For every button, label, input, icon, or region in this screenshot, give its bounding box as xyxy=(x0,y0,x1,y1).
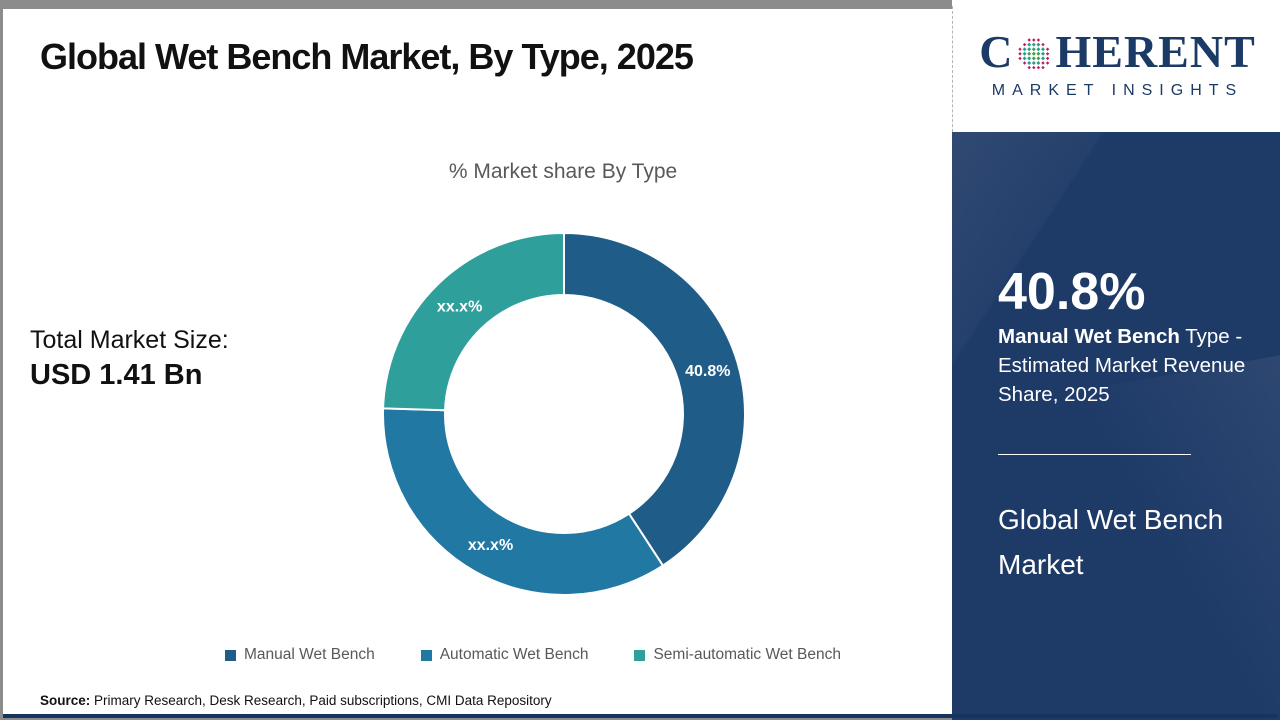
sidebar-dashed-divider xyxy=(952,6,953,132)
top-border-strip xyxy=(3,0,952,9)
total-market-value: USD 1.41 Bn xyxy=(30,359,203,391)
globe-dot xyxy=(1023,42,1027,47)
globe-dot xyxy=(1046,47,1050,51)
legend-label: Semi-automatic Wet Bench xyxy=(653,646,841,663)
globe-dot xyxy=(1032,47,1037,52)
sidebar-panel: 40.8% Manual Wet Bench Type - Estimated … xyxy=(952,132,1280,720)
globe-dot xyxy=(1036,51,1041,56)
legend-item: Automatic Wet Bench xyxy=(420,646,589,664)
donut-chart: 40.8% xx.x% xx.x% xyxy=(382,231,746,596)
globe-dot xyxy=(1036,42,1041,47)
globe-dot xyxy=(1018,52,1023,56)
legend-label: Manual Wet Bench xyxy=(244,646,375,663)
globe-dot xyxy=(1027,47,1032,52)
globe-icon xyxy=(1018,38,1050,70)
source-label: Source: xyxy=(40,693,91,708)
logo-text-c: C xyxy=(979,26,1014,77)
globe-dot xyxy=(1036,47,1041,52)
coherent-logo: C HERENT MARKET INSIGHTS xyxy=(952,24,1280,124)
legend-swatch xyxy=(225,649,237,661)
globe-dot xyxy=(1037,65,1041,70)
chart-title: % Market share By Type xyxy=(448,160,678,183)
globe-dot xyxy=(1027,65,1032,70)
globe-dot xyxy=(1032,51,1037,56)
total-market-label: Total Market Size: xyxy=(30,326,229,354)
page-title: Global Wet Bench Market, By Type, 2025 xyxy=(40,36,694,77)
bottom-border-line xyxy=(3,714,1278,718)
legend-label: Automatic Wet Bench xyxy=(439,646,589,663)
globe-dot xyxy=(1041,61,1046,65)
globe-dot xyxy=(1027,56,1032,61)
donut-slice xyxy=(563,231,746,567)
globe-dot xyxy=(1023,47,1028,52)
globe-dot xyxy=(1041,42,1046,47)
globe-dot xyxy=(1027,61,1032,65)
globe-dot xyxy=(1041,47,1046,52)
logo-text-rest: HERENT xyxy=(1055,26,1256,77)
panel-divider xyxy=(998,454,1191,455)
donut-slice xyxy=(382,231,565,412)
globe-dot xyxy=(1023,51,1028,56)
globe-dot xyxy=(1041,65,1046,70)
globe-dot xyxy=(1037,38,1041,42)
globe-dot xyxy=(1046,52,1050,56)
donut-slice-label: 40.8% xyxy=(685,363,730,380)
globe-dot xyxy=(1023,61,1027,65)
globe-dot xyxy=(1027,51,1032,56)
globe-dot xyxy=(1032,61,1037,65)
globe-dot xyxy=(1032,65,1036,70)
legend-item: Manual Wet Bench xyxy=(225,646,375,664)
globe-dot xyxy=(1023,56,1028,61)
stat-description-bold: Manual Wet Bench xyxy=(998,325,1180,348)
globe-dot xyxy=(1032,38,1036,42)
globe-dot xyxy=(1036,61,1041,65)
source-line: Source: Primary Research, Desk Research,… xyxy=(40,693,552,708)
globe-dot xyxy=(1041,56,1046,61)
stat-description: Manual Wet Bench Type - Estimated Market… xyxy=(998,322,1268,409)
globe-dot xyxy=(1036,56,1041,61)
globe-dot xyxy=(1027,42,1032,47)
panel-title: Global Wet Bench Market xyxy=(998,504,1224,580)
legend-item: Semi-automatic Wet Bench xyxy=(634,646,841,664)
globe-dot xyxy=(1032,42,1037,47)
chart-legend: Manual Wet Bench Automatic Wet Bench Semi-… xyxy=(123,646,943,664)
globe-dot xyxy=(1027,38,1032,42)
globe-dot xyxy=(1018,56,1023,61)
globe-dot xyxy=(1046,56,1050,61)
globe-dot xyxy=(1018,47,1023,51)
total-market-block: Total Market Size: USD 1.41 Bn xyxy=(30,326,229,392)
stat-value: 40.8% xyxy=(998,263,1146,321)
donut-slice xyxy=(382,407,665,596)
globe-dot xyxy=(1046,61,1050,65)
legend-swatch xyxy=(420,649,432,661)
donut-slice-label: xx.x% xyxy=(437,298,482,315)
source-text: Primary Research, Desk Research, Paid su… xyxy=(90,693,552,708)
globe-dot xyxy=(1032,56,1037,61)
logo-subtext: MARKET INSIGHTS xyxy=(991,82,1244,99)
globe-dot xyxy=(1041,51,1046,56)
sidebar: C HERENT MARKET INSIGHTS 40.8% Manual We… xyxy=(952,0,1280,720)
donut-slice-label: xx.x% xyxy=(468,537,513,554)
legend-swatch xyxy=(634,649,646,661)
